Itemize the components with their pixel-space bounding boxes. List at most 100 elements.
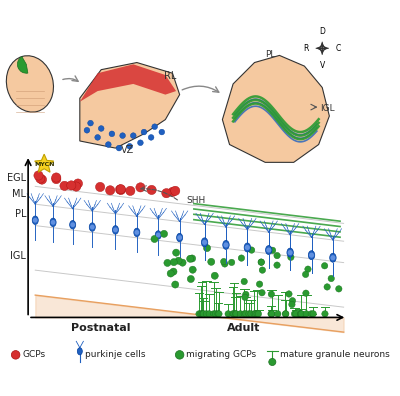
- Circle shape: [204, 244, 211, 251]
- Circle shape: [268, 310, 275, 317]
- Circle shape: [246, 310, 252, 317]
- Circle shape: [187, 255, 194, 263]
- Circle shape: [37, 175, 46, 184]
- Ellipse shape: [155, 231, 161, 239]
- Circle shape: [200, 310, 207, 317]
- Circle shape: [237, 310, 244, 317]
- Circle shape: [148, 135, 154, 140]
- Circle shape: [177, 235, 182, 240]
- Circle shape: [51, 220, 56, 225]
- Circle shape: [305, 266, 311, 272]
- Circle shape: [274, 252, 280, 259]
- Ellipse shape: [77, 348, 82, 355]
- Circle shape: [164, 259, 171, 267]
- Circle shape: [160, 230, 168, 238]
- Circle shape: [289, 301, 295, 308]
- Ellipse shape: [89, 223, 95, 231]
- Circle shape: [152, 124, 158, 129]
- Text: PL: PL: [15, 209, 26, 219]
- Circle shape: [274, 262, 280, 268]
- Circle shape: [282, 310, 289, 317]
- Ellipse shape: [134, 228, 140, 237]
- Circle shape: [251, 310, 257, 317]
- Circle shape: [252, 310, 259, 317]
- Circle shape: [241, 310, 248, 317]
- Circle shape: [282, 310, 289, 317]
- Text: C: C: [336, 44, 341, 53]
- Circle shape: [84, 128, 90, 133]
- Circle shape: [199, 310, 205, 317]
- Circle shape: [141, 129, 147, 135]
- Circle shape: [208, 258, 215, 265]
- Ellipse shape: [201, 238, 208, 247]
- Circle shape: [151, 235, 158, 243]
- Circle shape: [224, 242, 228, 248]
- Ellipse shape: [177, 233, 183, 242]
- Circle shape: [73, 179, 82, 188]
- Circle shape: [109, 131, 115, 137]
- Circle shape: [225, 310, 231, 317]
- Circle shape: [134, 230, 139, 235]
- Circle shape: [259, 267, 266, 273]
- Circle shape: [106, 186, 115, 195]
- Circle shape: [233, 310, 239, 317]
- Text: ML: ML: [12, 189, 26, 200]
- Text: R: R: [304, 44, 309, 53]
- Circle shape: [187, 276, 194, 283]
- Wedge shape: [18, 57, 28, 73]
- Text: GCPs: GCPs: [22, 350, 45, 359]
- Circle shape: [147, 185, 156, 194]
- Circle shape: [274, 310, 281, 317]
- Circle shape: [127, 143, 132, 149]
- Circle shape: [179, 259, 186, 266]
- Circle shape: [232, 310, 239, 317]
- Circle shape: [230, 310, 236, 317]
- Circle shape: [288, 250, 293, 255]
- Ellipse shape: [266, 246, 272, 255]
- Text: SHH: SHH: [187, 196, 206, 206]
- Circle shape: [222, 261, 228, 267]
- Circle shape: [241, 278, 248, 285]
- Circle shape: [67, 181, 76, 190]
- Circle shape: [11, 350, 20, 359]
- Circle shape: [231, 310, 237, 317]
- Text: mature granule neurons: mature granule neurons: [280, 350, 390, 359]
- Circle shape: [126, 186, 135, 196]
- Circle shape: [220, 258, 227, 265]
- Circle shape: [303, 310, 310, 317]
- Circle shape: [113, 227, 118, 232]
- Circle shape: [138, 140, 143, 146]
- Text: VZ: VZ: [121, 145, 134, 156]
- Polygon shape: [80, 63, 180, 148]
- Text: Postnatal: Postnatal: [72, 323, 131, 333]
- Circle shape: [324, 284, 330, 290]
- Circle shape: [172, 249, 180, 256]
- Circle shape: [216, 310, 222, 317]
- Text: Adult: Adult: [227, 323, 260, 333]
- Text: D: D: [319, 27, 325, 36]
- Text: MYCN: MYCN: [34, 162, 54, 167]
- Circle shape: [298, 310, 304, 317]
- Ellipse shape: [287, 248, 293, 257]
- Text: IGL: IGL: [320, 104, 335, 112]
- Circle shape: [259, 289, 265, 296]
- Ellipse shape: [112, 226, 118, 234]
- Circle shape: [228, 259, 235, 266]
- Text: RL: RL: [164, 70, 176, 80]
- Ellipse shape: [330, 253, 336, 262]
- Circle shape: [34, 171, 43, 180]
- Circle shape: [245, 245, 250, 250]
- Circle shape: [136, 183, 145, 192]
- Text: purkinje cells: purkinje cells: [85, 350, 146, 359]
- Circle shape: [175, 350, 184, 359]
- Circle shape: [212, 310, 219, 317]
- Circle shape: [52, 175, 61, 184]
- Circle shape: [266, 248, 271, 253]
- Circle shape: [170, 186, 180, 196]
- Circle shape: [96, 182, 105, 192]
- Circle shape: [198, 310, 204, 317]
- Circle shape: [202, 240, 207, 245]
- Text: IGL: IGL: [10, 251, 26, 261]
- Circle shape: [170, 259, 177, 266]
- Circle shape: [95, 135, 100, 140]
